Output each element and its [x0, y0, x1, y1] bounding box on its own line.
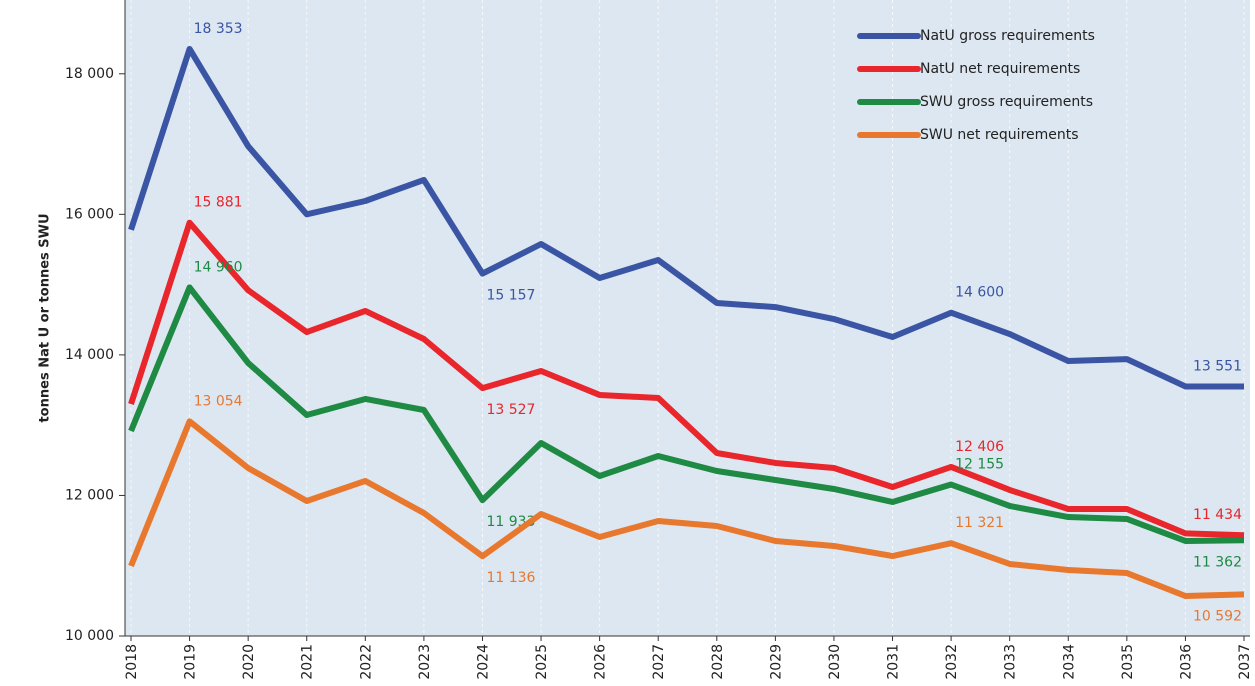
x-tick-label: 2019: [183, 644, 199, 680]
x-tick-label: 2023: [417, 644, 433, 680]
data-label: 13 551: [1193, 358, 1242, 374]
data-label: 15 157: [486, 288, 535, 304]
series-line: [128, 219, 1245, 539]
series-line: [128, 418, 1245, 600]
data-label: 18 353: [194, 21, 243, 37]
x-tick-label: 2022: [358, 644, 374, 680]
x-tick-label: 2032: [944, 644, 960, 680]
data-label: 15 881: [194, 195, 243, 211]
x-tick-label: 2021: [300, 644, 316, 680]
legend-label: NatU net requirements: [920, 61, 1080, 77]
y-axis-label: tonnes Nat U or tonnes SWU: [38, 213, 53, 422]
y-tick-label: 12 000: [65, 487, 114, 503]
y-tick-label: 16 000: [65, 206, 114, 222]
y-tick-label: 14 000: [65, 347, 114, 363]
x-tick-label: 2036: [1178, 644, 1194, 680]
x-tick-label: 2018: [124, 644, 140, 680]
data-label: 11 136: [486, 570, 535, 586]
data-label: 12 155: [955, 457, 1004, 473]
data-label: 11 321: [955, 515, 1004, 531]
y-tick-label: 18 000: [65, 66, 114, 82]
legend-label: SWU net requirements: [920, 127, 1079, 143]
series-line: [128, 45, 1244, 390]
x-tick-label: 2029: [768, 644, 784, 680]
legend-label: SWU gross requirements: [920, 94, 1093, 110]
legend-label: NatU gross requirements: [920, 28, 1095, 44]
data-label: 11 434: [1193, 507, 1242, 523]
x-tick-label: 2033: [1003, 644, 1019, 680]
x-tick-label: 2026: [593, 644, 609, 680]
x-tick-label: 2024: [475, 644, 491, 680]
data-label: 10 592: [1193, 608, 1242, 624]
data-label: 11 362: [1193, 554, 1242, 570]
x-tick-label: 2037: [1237, 644, 1253, 680]
data-label: 13 527: [486, 402, 535, 418]
series-line: [128, 284, 1245, 544]
data-label: 14 600: [955, 285, 1004, 301]
x-tick-label: 2034: [1061, 644, 1077, 680]
data-label: 12 406: [955, 439, 1004, 455]
data-label: 14 960: [194, 259, 243, 275]
x-tick-label: 2035: [1120, 644, 1136, 680]
plot-area: [125, 0, 1250, 636]
x-tick-label: 2020: [241, 644, 257, 680]
x-tick-label: 2025: [534, 644, 550, 680]
x-tick-label: 2030: [827, 644, 843, 680]
x-tick-label: 2028: [710, 644, 726, 680]
x-tick-label: 2031: [886, 644, 902, 680]
x-tick-label: 2027: [651, 644, 667, 680]
y-tick-label: 10 000: [65, 628, 114, 644]
data-label: 13 054: [194, 393, 243, 409]
